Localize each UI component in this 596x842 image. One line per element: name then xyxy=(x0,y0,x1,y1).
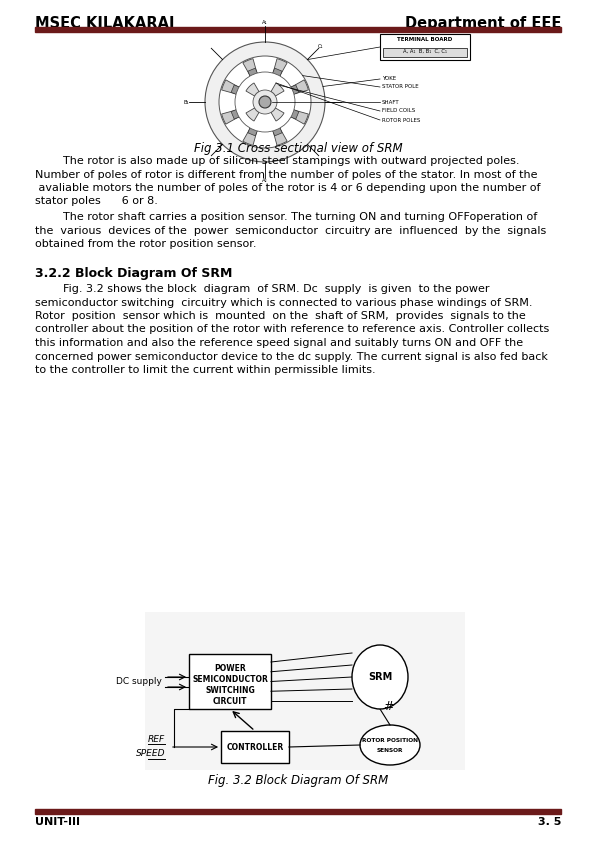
Wedge shape xyxy=(246,83,259,96)
Bar xyxy=(272,68,282,77)
Bar xyxy=(231,85,240,94)
Text: 3. 5: 3. 5 xyxy=(538,817,561,827)
Bar xyxy=(248,127,257,136)
Wedge shape xyxy=(273,59,287,76)
Circle shape xyxy=(205,42,325,162)
Bar xyxy=(248,68,257,77)
Text: UNIT-III: UNIT-III xyxy=(35,817,80,827)
Text: FIELD COILS: FIELD COILS xyxy=(382,109,415,114)
Bar xyxy=(145,612,465,770)
Text: CIRCUIT: CIRCUIT xyxy=(213,697,247,706)
Text: SENSOR: SENSOR xyxy=(377,749,403,754)
Text: to the controller to limit the current within permissible limits.: to the controller to limit the current w… xyxy=(35,365,375,375)
Wedge shape xyxy=(271,108,284,121)
Text: SHAFT: SHAFT xyxy=(382,99,400,104)
Circle shape xyxy=(259,96,271,108)
Text: CONTROLLER: CONTROLLER xyxy=(226,743,284,752)
Bar xyxy=(290,85,299,94)
Text: semiconductor switching  circuitry which is connected to various phase windings : semiconductor switching circuitry which … xyxy=(35,297,532,307)
Wedge shape xyxy=(243,59,257,76)
Bar xyxy=(231,109,240,119)
Text: #: # xyxy=(383,700,393,712)
Wedge shape xyxy=(273,128,287,146)
Text: 3.2.2 Block Diagram Of SRM: 3.2.2 Block Diagram Of SRM xyxy=(35,267,232,280)
Text: POWER: POWER xyxy=(214,664,246,673)
Wedge shape xyxy=(243,128,257,146)
Text: the  various  devices of the  power  semiconductor  circuitry are  influenced  b: the various devices of the power semicon… xyxy=(35,226,547,236)
Text: Fig. 3.2 Block Diagram Of SRM: Fig. 3.2 Block Diagram Of SRM xyxy=(208,774,388,787)
Text: ROTOR POSITION: ROTOR POSITION xyxy=(362,738,418,743)
Text: STATOR POLE: STATOR POLE xyxy=(382,84,418,89)
Text: avaliable motors the number of poles of the rotor is 4 or 6 depending upon the n: avaliable motors the number of poles of … xyxy=(35,183,541,193)
Text: SRM: SRM xyxy=(368,672,392,682)
Bar xyxy=(35,27,561,32)
Wedge shape xyxy=(271,83,284,96)
Text: concerned power semiconductor device to the dc supply. The current signal is als: concerned power semiconductor device to … xyxy=(35,351,548,361)
Text: B₁: B₁ xyxy=(183,99,189,104)
Ellipse shape xyxy=(360,725,420,765)
Text: SPEED: SPEED xyxy=(135,749,165,759)
Text: SWITCHING: SWITCHING xyxy=(205,686,255,695)
Wedge shape xyxy=(291,80,308,94)
Text: A₁: A₁ xyxy=(262,20,268,25)
Bar xyxy=(272,127,282,136)
Text: TERMINAL BOARD: TERMINAL BOARD xyxy=(398,37,452,42)
Text: DC supply: DC supply xyxy=(116,678,162,686)
Text: ROTOR POLES: ROTOR POLES xyxy=(382,118,420,122)
Wedge shape xyxy=(222,110,239,124)
Bar xyxy=(290,109,299,119)
Bar xyxy=(189,654,271,709)
Text: A, A₁  B, B₁  C, C₁: A, A₁ B, B₁ C, C₁ xyxy=(403,49,447,54)
Text: MSEC KILAKARAI: MSEC KILAKARAI xyxy=(35,16,175,31)
Text: obtained from the rotor position sensor.: obtained from the rotor position sensor. xyxy=(35,239,256,249)
Text: this information and also the reference speed signal and suitably turns ON and O: this information and also the reference … xyxy=(35,338,523,348)
Text: Number of poles of rotor is different from the number of poles of the stator. In: Number of poles of rotor is different fr… xyxy=(35,169,538,179)
Circle shape xyxy=(219,56,311,148)
Text: A₂: A₂ xyxy=(262,179,268,184)
Bar xyxy=(221,731,289,763)
Wedge shape xyxy=(291,110,308,124)
Circle shape xyxy=(253,90,277,114)
Text: Department of EEE: Department of EEE xyxy=(405,16,561,31)
Text: The rotor shaft carries a position sensor. The turning ON and turning OFFoperati: The rotor shaft carries a position senso… xyxy=(35,212,537,222)
Ellipse shape xyxy=(352,645,408,709)
Text: Fig 3.1 Cross sectional view of SRM: Fig 3.1 Cross sectional view of SRM xyxy=(194,142,402,155)
Text: SEMICONDUCTOR: SEMICONDUCTOR xyxy=(192,675,268,684)
Bar xyxy=(383,48,467,57)
Wedge shape xyxy=(246,108,259,121)
Bar xyxy=(35,809,561,814)
Text: C₁: C₁ xyxy=(318,44,324,49)
Text: Rotor  position  sensor which is  mounted  on the  shaft of SRM,  provides  sign: Rotor position sensor which is mounted o… xyxy=(35,311,526,321)
Bar xyxy=(380,34,470,60)
Circle shape xyxy=(235,72,295,132)
Text: stator poles      6 or 8.: stator poles 6 or 8. xyxy=(35,196,158,206)
Text: controller about the position of the rotor with reference to reference axis. Con: controller about the position of the rot… xyxy=(35,324,550,334)
Text: YOKE: YOKE xyxy=(382,77,396,82)
Text: REF: REF xyxy=(148,736,165,744)
Text: Fig. 3.2 shows the block  diagram  of SRM. Dc  supply  is given  to the power: Fig. 3.2 shows the block diagram of SRM.… xyxy=(35,284,489,294)
Wedge shape xyxy=(222,80,239,94)
Text: The rotor is also made up of silicon steel stampings with outward projected pole: The rotor is also made up of silicon ste… xyxy=(35,156,520,166)
